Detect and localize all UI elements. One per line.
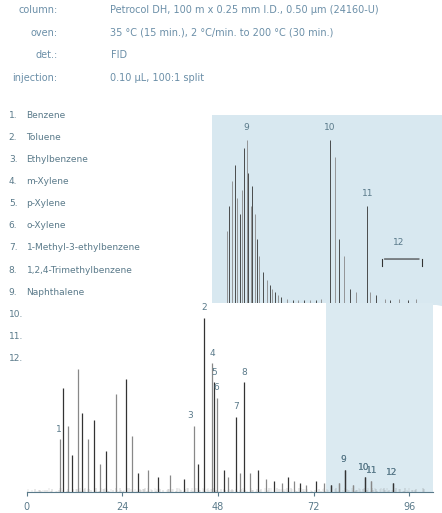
Text: Petrocol DH, 100 m x 0.25 mm I.D., 0.50 μm (24160-U): Petrocol DH, 100 m x 0.25 mm I.D., 0.50 … bbox=[110, 5, 379, 15]
Text: 11: 11 bbox=[366, 466, 377, 476]
Text: 10: 10 bbox=[358, 463, 369, 471]
Text: injection:: injection: bbox=[12, 73, 57, 83]
Text: 3: 3 bbox=[187, 411, 193, 420]
Text: 7: 7 bbox=[233, 402, 239, 411]
Text: 1: 1 bbox=[56, 425, 61, 433]
Text: 10.: 10. bbox=[9, 310, 23, 319]
Bar bbox=[325, 303, 442, 492]
Text: 5.: 5. bbox=[9, 199, 18, 208]
Text: 6: 6 bbox=[213, 383, 219, 392]
Text: FID: FID bbox=[110, 50, 126, 60]
Text: 10: 10 bbox=[324, 123, 336, 132]
Text: m-Xylene: m-Xylene bbox=[27, 177, 69, 186]
Text: 9.: 9. bbox=[9, 288, 18, 297]
Text: 12: 12 bbox=[385, 468, 397, 477]
Text: 11.: 11. bbox=[9, 332, 23, 341]
Text: 2.: 2. bbox=[9, 133, 17, 142]
Text: 1-Methylnaphthalene: 1-Methylnaphthalene bbox=[27, 332, 123, 341]
Text: Dimethylnaphthalenes: Dimethylnaphthalenes bbox=[27, 354, 130, 363]
Text: 10: 10 bbox=[358, 463, 369, 471]
Text: 2: 2 bbox=[201, 303, 207, 312]
Text: 3.: 3. bbox=[9, 155, 18, 164]
Text: 9: 9 bbox=[341, 455, 347, 464]
Text: p-Xylene: p-Xylene bbox=[27, 199, 66, 208]
Text: 9: 9 bbox=[244, 123, 250, 132]
Text: 12.: 12. bbox=[9, 354, 23, 363]
Text: 9: 9 bbox=[341, 455, 347, 464]
Text: 35 °C (15 min.), 2 °C/min. to 200 °C (30 min.): 35 °C (15 min.), 2 °C/min. to 200 °C (30… bbox=[110, 28, 334, 37]
Text: 4: 4 bbox=[209, 349, 215, 358]
Text: Toluene: Toluene bbox=[27, 133, 61, 142]
Text: det.:: det.: bbox=[35, 50, 57, 60]
Text: 8.: 8. bbox=[9, 266, 18, 274]
Text: 8: 8 bbox=[241, 368, 247, 377]
Text: 11: 11 bbox=[362, 189, 373, 198]
Text: Naphthalene: Naphthalene bbox=[27, 288, 85, 297]
Text: 12: 12 bbox=[393, 239, 404, 247]
Text: oven:: oven: bbox=[30, 28, 57, 37]
Text: 12: 12 bbox=[385, 468, 397, 477]
Text: column:: column: bbox=[18, 5, 57, 15]
Text: 1.: 1. bbox=[9, 111, 18, 120]
Text: 2-Methylnaphthalene: 2-Methylnaphthalene bbox=[27, 310, 123, 319]
Text: 5: 5 bbox=[211, 368, 217, 377]
Text: 4.: 4. bbox=[9, 177, 17, 186]
Text: 0.10 μL, 100:1 split: 0.10 μL, 100:1 split bbox=[110, 73, 205, 83]
Text: 1,2,4-Trimethylbenzene: 1,2,4-Trimethylbenzene bbox=[27, 266, 133, 274]
Text: 7.: 7. bbox=[9, 244, 18, 252]
Text: 11: 11 bbox=[366, 466, 377, 476]
Text: Ethylbenzene: Ethylbenzene bbox=[27, 155, 88, 164]
Text: 1-Methyl-3-ethylbenzene: 1-Methyl-3-ethylbenzene bbox=[27, 244, 141, 252]
Text: Benzene: Benzene bbox=[27, 111, 66, 120]
Text: o-Xylene: o-Xylene bbox=[27, 221, 66, 230]
Text: 6.: 6. bbox=[9, 221, 18, 230]
